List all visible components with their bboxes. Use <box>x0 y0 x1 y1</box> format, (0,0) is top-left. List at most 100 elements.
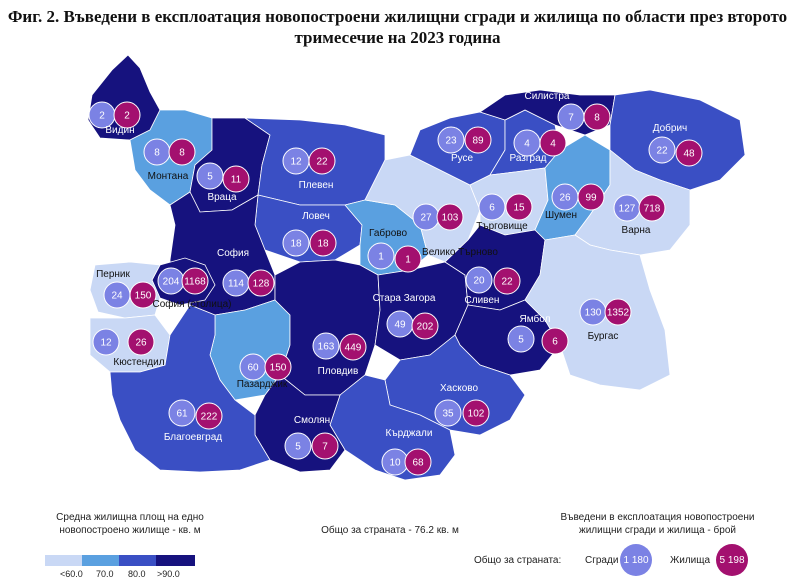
region-label-razgrad: Разград <box>510 153 547 164</box>
dwellings-bubble-ruse <box>464 126 492 154</box>
legend-label-80: 80.0 <box>128 569 146 579</box>
buildings-bubble-smolyan <box>284 432 312 460</box>
buildings-bubble-dobrich <box>648 136 676 164</box>
region-label-pernik: Перник <box>96 269 130 280</box>
region-label-sliven: Сливен <box>465 295 500 306</box>
region-label-burgas: Бургас <box>588 331 619 342</box>
buildings-value-pazardzhik: 60 <box>247 363 259 374</box>
dwellings-value-montana: 8 <box>179 148 185 159</box>
legend-swatch-70 <box>82 555 119 566</box>
region-label-stara-zagora: Стара Загора <box>373 293 436 304</box>
dwellings-value-sofiya: 128 <box>253 279 270 290</box>
legend-total-label: Общо за страната: <box>474 555 562 566</box>
buildings-value-razgrad: 4 <box>524 139 530 150</box>
legend-dwellings-bubble: 5 198 <box>716 544 748 576</box>
buildings-bubble-kyustendil <box>92 328 120 356</box>
region-label-montana: Монтана <box>148 171 189 182</box>
buildings-bubble-lovech <box>282 229 310 257</box>
dwellings-bubble-pernik <box>129 281 157 309</box>
buildings-value-blagoevgrad: 61 <box>176 409 188 420</box>
buildings-value-vratsa: 5 <box>207 172 213 183</box>
dwellings-value-ruse: 89 <box>472 136 484 147</box>
legend-label-lt60: <60.0 <box>60 569 83 579</box>
region-label-kyustendil: Кюстендил <box>113 357 164 368</box>
region-label-yambol: Ямбол <box>520 313 551 325</box>
region-dobrich <box>609 89 746 191</box>
region-label-veliko-tarnovo: Велико Търново <box>422 247 498 258</box>
dwellings-value-sliven: 22 <box>501 277 513 288</box>
dwellings-bubble-gabrovo <box>394 245 422 273</box>
region-label-pleven: Плевен <box>299 180 334 191</box>
region-label-shumen: Шумен <box>545 210 577 221</box>
buildings-value-yambol: 5 <box>518 335 524 346</box>
dwellings-value-lovech: 18 <box>317 239 329 250</box>
dwellings-bubble-sliven <box>493 267 521 295</box>
region-blagoevgrad <box>109 304 271 473</box>
buildings-value-ruse: 23 <box>445 136 457 147</box>
dwellings-value-plovdiv: 449 <box>345 343 362 354</box>
legend-count-title-line1: Въведени в експлоатация новопостроени <box>560 512 755 523</box>
region-label-varna: Варна <box>622 225 651 236</box>
buildings-value-stara-zagora: 49 <box>394 320 406 331</box>
dwellings-value-veliko-tarnovo: 103 <box>442 213 459 224</box>
region-label-smolyan: Смолян <box>294 415 330 426</box>
region-label-vratsa: Враца <box>207 192 237 203</box>
legend-swatch-80 <box>119 555 156 566</box>
buildings-value-vidin: 2 <box>99 111 105 122</box>
dwellings-bubble-sofiya <box>247 269 275 297</box>
buildings-value-sliven: 20 <box>473 276 485 287</box>
buildings-value-kardzhali: 10 <box>389 458 401 469</box>
region-label-pazardzhik: Пазарджик <box>237 379 288 390</box>
region-label-kardzhali: Кърджали <box>386 428 433 439</box>
dwellings-value-targovishte: 15 <box>513 203 525 214</box>
buildings-value-shumen: 26 <box>559 193 571 204</box>
dwellings-bubble-dobrich <box>675 139 703 167</box>
dwellings-bubble-smolyan <box>311 432 339 460</box>
dwellings-value-vidin: 2 <box>124 111 130 122</box>
region-label-targovishte: Търговище <box>476 221 528 232</box>
dwellings-value-varna: 718 <box>644 204 661 215</box>
dwellings-bubble-haskovo <box>462 399 490 427</box>
buildings-bubble-gabrovo <box>367 242 395 270</box>
buildings-bubble-blagoevgrad <box>168 399 196 427</box>
legend-area-title-line2: новопостроено жилище - кв. м <box>59 525 201 536</box>
legend-swatch-gt90 <box>156 555 195 566</box>
dwellings-bubble-yambol <box>541 327 569 355</box>
dwellings-bubble-blagoevgrad <box>195 402 223 430</box>
buildings-value-sofiya: 114 <box>228 279 244 290</box>
country-average-note: Общо за страната - 76.2 кв. м <box>321 525 459 536</box>
buildings-value-pernik: 24 <box>111 291 123 302</box>
buildings-value-veliko-tarnovo: 27 <box>420 213 432 224</box>
buildings-value-burgas: 130 <box>585 308 602 319</box>
dwellings-value-blagoevgrad: 222 <box>201 412 218 423</box>
region-label-gabrovo: Габрово <box>369 227 407 239</box>
buildings-value-lovech: 18 <box>290 239 302 250</box>
legend-label-70: 70.0 <box>96 569 114 579</box>
legend-buildings-bubble: 1 180 <box>620 544 652 576</box>
dwellings-value-sofiya-stolitsa: 1168 <box>184 277 206 288</box>
dwellings-bubble-montana <box>168 138 196 166</box>
dwellings-bubble-silistra <box>583 103 611 131</box>
dwellings-value-dobrich: 48 <box>683 149 695 160</box>
buildings-bubble-plovdiv <box>312 332 340 360</box>
dwellings-bubble-razgrad <box>539 129 567 157</box>
region-label-blagoevgrad: Благоевград <box>164 432 222 443</box>
dwellings-value-razgrad: 4 <box>550 139 556 150</box>
dwellings-bubble-burgas <box>604 298 632 326</box>
dwellings-value-silistra: 8 <box>594 113 600 124</box>
dwellings-bubble-plovdiv <box>339 333 367 361</box>
buildings-value-sofiya-stolitsa: 204 <box>163 277 180 288</box>
dwellings-value-pleven: 22 <box>316 157 328 168</box>
legend-buildings-label: Сгради <box>585 555 619 566</box>
buildings-value-montana: 8 <box>154 148 160 159</box>
dwellings-bubble-stara-zagora <box>411 312 439 340</box>
dwellings-value-stara-zagora: 202 <box>417 322 434 333</box>
buildings-bubble-haskovo <box>434 399 462 427</box>
region-label-lovech: Ловеч <box>302 211 330 222</box>
dwellings-value-vratsa: 11 <box>231 175 242 186</box>
buildings-value-dobrich: 22 <box>656 146 668 157</box>
dwellings-bubble-shumen <box>577 183 605 211</box>
dwellings-value-haskovo: 102 <box>468 409 485 420</box>
region-label-sofiya-stolitsa: София (столица) <box>153 298 232 310</box>
